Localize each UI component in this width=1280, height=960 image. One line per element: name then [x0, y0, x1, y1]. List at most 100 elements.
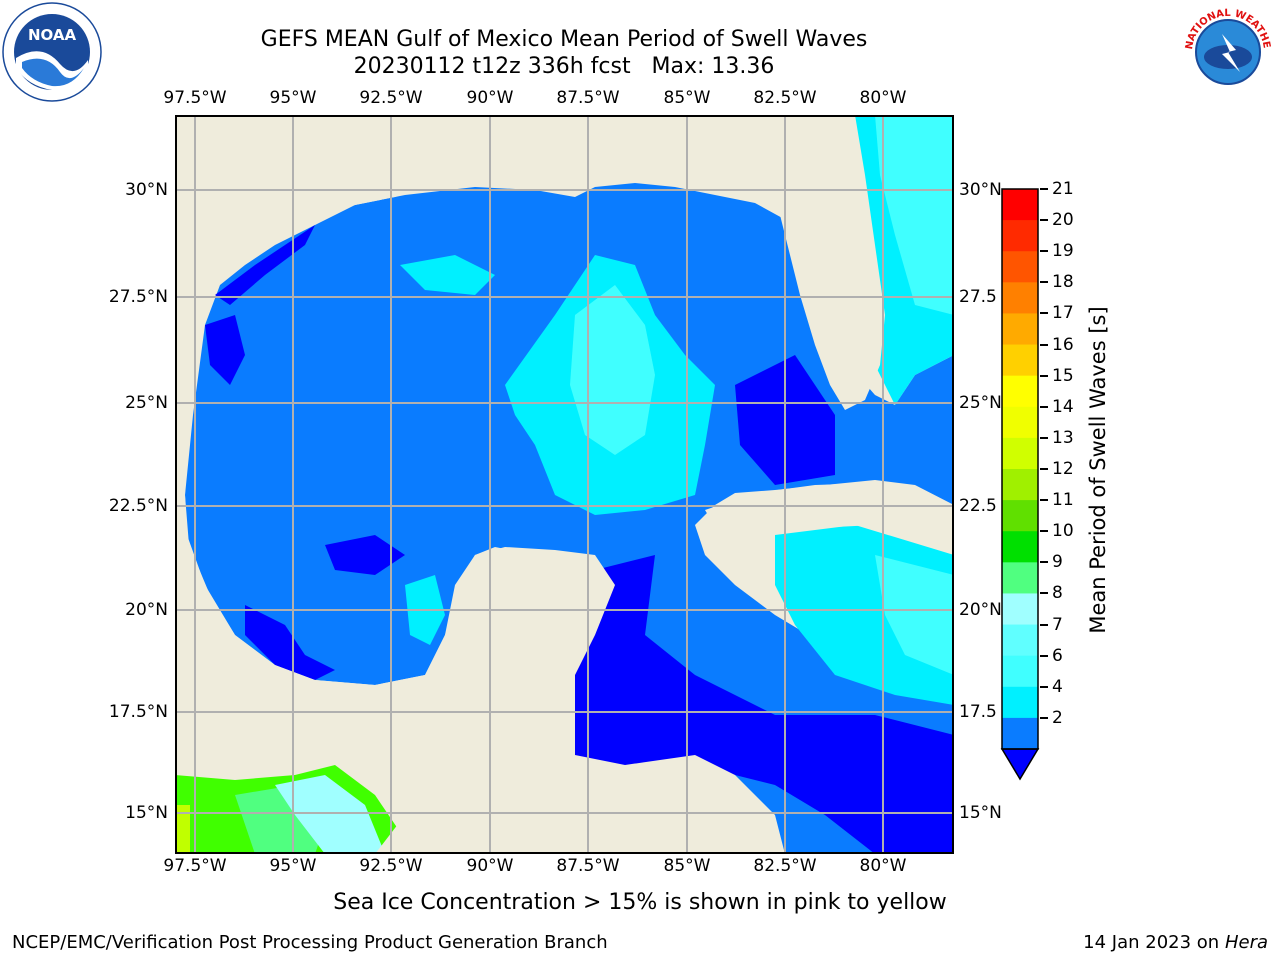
- colorbar-band: [1002, 500, 1038, 532]
- colorbar-tick: [1040, 530, 1048, 533]
- colorbar-label: 10: [1052, 521, 1074, 542]
- colorbar-label: 4: [1052, 676, 1063, 697]
- lat-tick-left: 20°N: [125, 600, 168, 620]
- colorbar-band: [1002, 686, 1038, 719]
- colorbar-band: [1002, 655, 1038, 688]
- colorbar: [1000, 188, 1040, 781]
- lat-tick-left: 27.5°N: [108, 287, 168, 307]
- credit-date: 14 Jan 2023 on: [1083, 932, 1220, 953]
- colorbar-label: 2: [1052, 707, 1063, 728]
- land-cuba: [705, 483, 954, 535]
- lon-tick-bottom: 97.5°W: [163, 856, 227, 876]
- colorbar-label: 13: [1052, 427, 1074, 448]
- lon-tick-top: 85°W: [663, 88, 711, 108]
- colorbar-label: 15: [1052, 365, 1074, 386]
- lon-tick-bottom: 82.5°W: [753, 856, 817, 876]
- colorbar-frame: [1001, 188, 1039, 750]
- colorbar-tick: [1040, 716, 1048, 719]
- colorbar-label: 17: [1052, 303, 1074, 324]
- colorbar-tick: [1040, 281, 1048, 284]
- credit-right: 14 Jan 2023 on Hera: [1083, 932, 1268, 953]
- colorbar-title: Mean Period of Swell Waves [s]: [1086, 306, 1110, 634]
- colorbar-band: [1002, 313, 1038, 346]
- colorbar-tick: [1040, 592, 1048, 595]
- credit-left: NCEP/EMC/Verification Post Processing Pr…: [12, 932, 608, 953]
- lat-tick-right: 22.5: [959, 496, 997, 516]
- lon-tick-top: 95°W: [269, 88, 317, 108]
- colorbar-tick: [1040, 436, 1048, 439]
- colorbar-label: 20: [1052, 210, 1074, 231]
- colorbar-band: [1002, 282, 1038, 314]
- gulf-ocean: [185, 183, 954, 854]
- colorbar-tick: [1040, 250, 1048, 253]
- lat-tick-left: 30°N: [125, 180, 168, 200]
- lon-tick-bottom: 85°W: [663, 856, 711, 876]
- colorbar-label: 9: [1052, 552, 1063, 573]
- lat-tick-right: 20°N: [959, 600, 1002, 620]
- lon-tick-bottom: 87.5°W: [556, 856, 620, 876]
- lat-tick-right: 30°N: [959, 180, 1002, 200]
- colorbar-band: [1002, 406, 1038, 439]
- colorbar-label: 6: [1052, 645, 1063, 666]
- colorbar-band: [1002, 624, 1038, 657]
- lon-tick-bottom: 90°W: [466, 856, 514, 876]
- colorbar-label: 12: [1052, 459, 1074, 479]
- north-cyan: [400, 255, 495, 295]
- colorbar-tick: [1040, 405, 1048, 408]
- lon-tick-top: 87.5°W: [556, 88, 620, 108]
- colorbar-label: 21: [1052, 179, 1074, 199]
- colorbar-band: [1002, 189, 1038, 221]
- colorbar-tick: [1040, 468, 1048, 470]
- lat-tick-right: 25°N: [959, 393, 1002, 413]
- colorbar-band: [1002, 437, 1038, 470]
- caribbean-deep: [575, 555, 954, 854]
- colorbar-tick: [1040, 312, 1048, 315]
- central-swell-6to8: [570, 285, 655, 455]
- land-mexico: [175, 415, 615, 795]
- chart-title: GEFS MEAN Gulf of Mexico Mean Period of …: [260, 27, 868, 52]
- lat-tick-right: 15°N: [959, 803, 1002, 823]
- chart-subtitle: 20230112 t12z 336h fcst Max: 13.36: [353, 54, 775, 79]
- coastal-band-mexico: [245, 605, 335, 680]
- colorbar-tick: [1040, 623, 1048, 626]
- colorbar-label: 18: [1052, 272, 1074, 293]
- colorbar-tick: [1040, 561, 1048, 564]
- colorbar-tick: [1040, 343, 1048, 346]
- land-central-america: [375, 735, 785, 854]
- colorbar-label: 14: [1052, 396, 1074, 417]
- map-panel: [175, 115, 954, 854]
- colorbar-band: [1002, 220, 1038, 252]
- pacific-yellow: [175, 805, 190, 854]
- colorbar-label: 7: [1052, 614, 1063, 635]
- lon-tick-top: 90°W: [466, 88, 514, 108]
- colorbar-label: 8: [1052, 583, 1063, 604]
- colorbar-band: [1002, 344, 1038, 377]
- noaa-logo: NOAA: [2, 2, 102, 102]
- colorbar-band: [1002, 375, 1038, 408]
- colorbar-label: 11: [1052, 490, 1074, 511]
- colorbar-tick: [1040, 654, 1048, 657]
- colorbar-band: [1002, 531, 1038, 563]
- lon-tick-top: 82.5°W: [753, 88, 817, 108]
- colorbar-tick: [1040, 499, 1048, 502]
- map-gridlines: [175, 115, 954, 854]
- colorbar-band: [1002, 562, 1038, 594]
- lat-tick-right: 17.5: [959, 702, 997, 722]
- atlantic-light: [875, 115, 954, 315]
- land-florida: [775, 115, 885, 410]
- colorbar-label: 16: [1052, 334, 1074, 355]
- colorbar-band: [1002, 469, 1038, 501]
- credit-machine: Hera: [1224, 932, 1268, 953]
- caribbean-light: [875, 555, 954, 675]
- yucatan-patch: [325, 535, 405, 575]
- colorbar-band: [1002, 251, 1038, 283]
- lat-tick-left: 25°N: [125, 393, 168, 413]
- nws-logo: NATIONAL WEATHER SERVICE: [1174, 0, 1278, 102]
- coastal-band-north: [215, 225, 315, 305]
- colorbar-tick: [1040, 374, 1048, 377]
- colorbar-extend-triangle: [1000, 748, 1040, 781]
- lon-tick-top: 97.5°W: [163, 88, 227, 108]
- lon-tick-bottom: 80°W: [859, 856, 907, 876]
- svg-text:NOAA: NOAA: [28, 26, 77, 44]
- colorbar-tick: [1040, 188, 1048, 190]
